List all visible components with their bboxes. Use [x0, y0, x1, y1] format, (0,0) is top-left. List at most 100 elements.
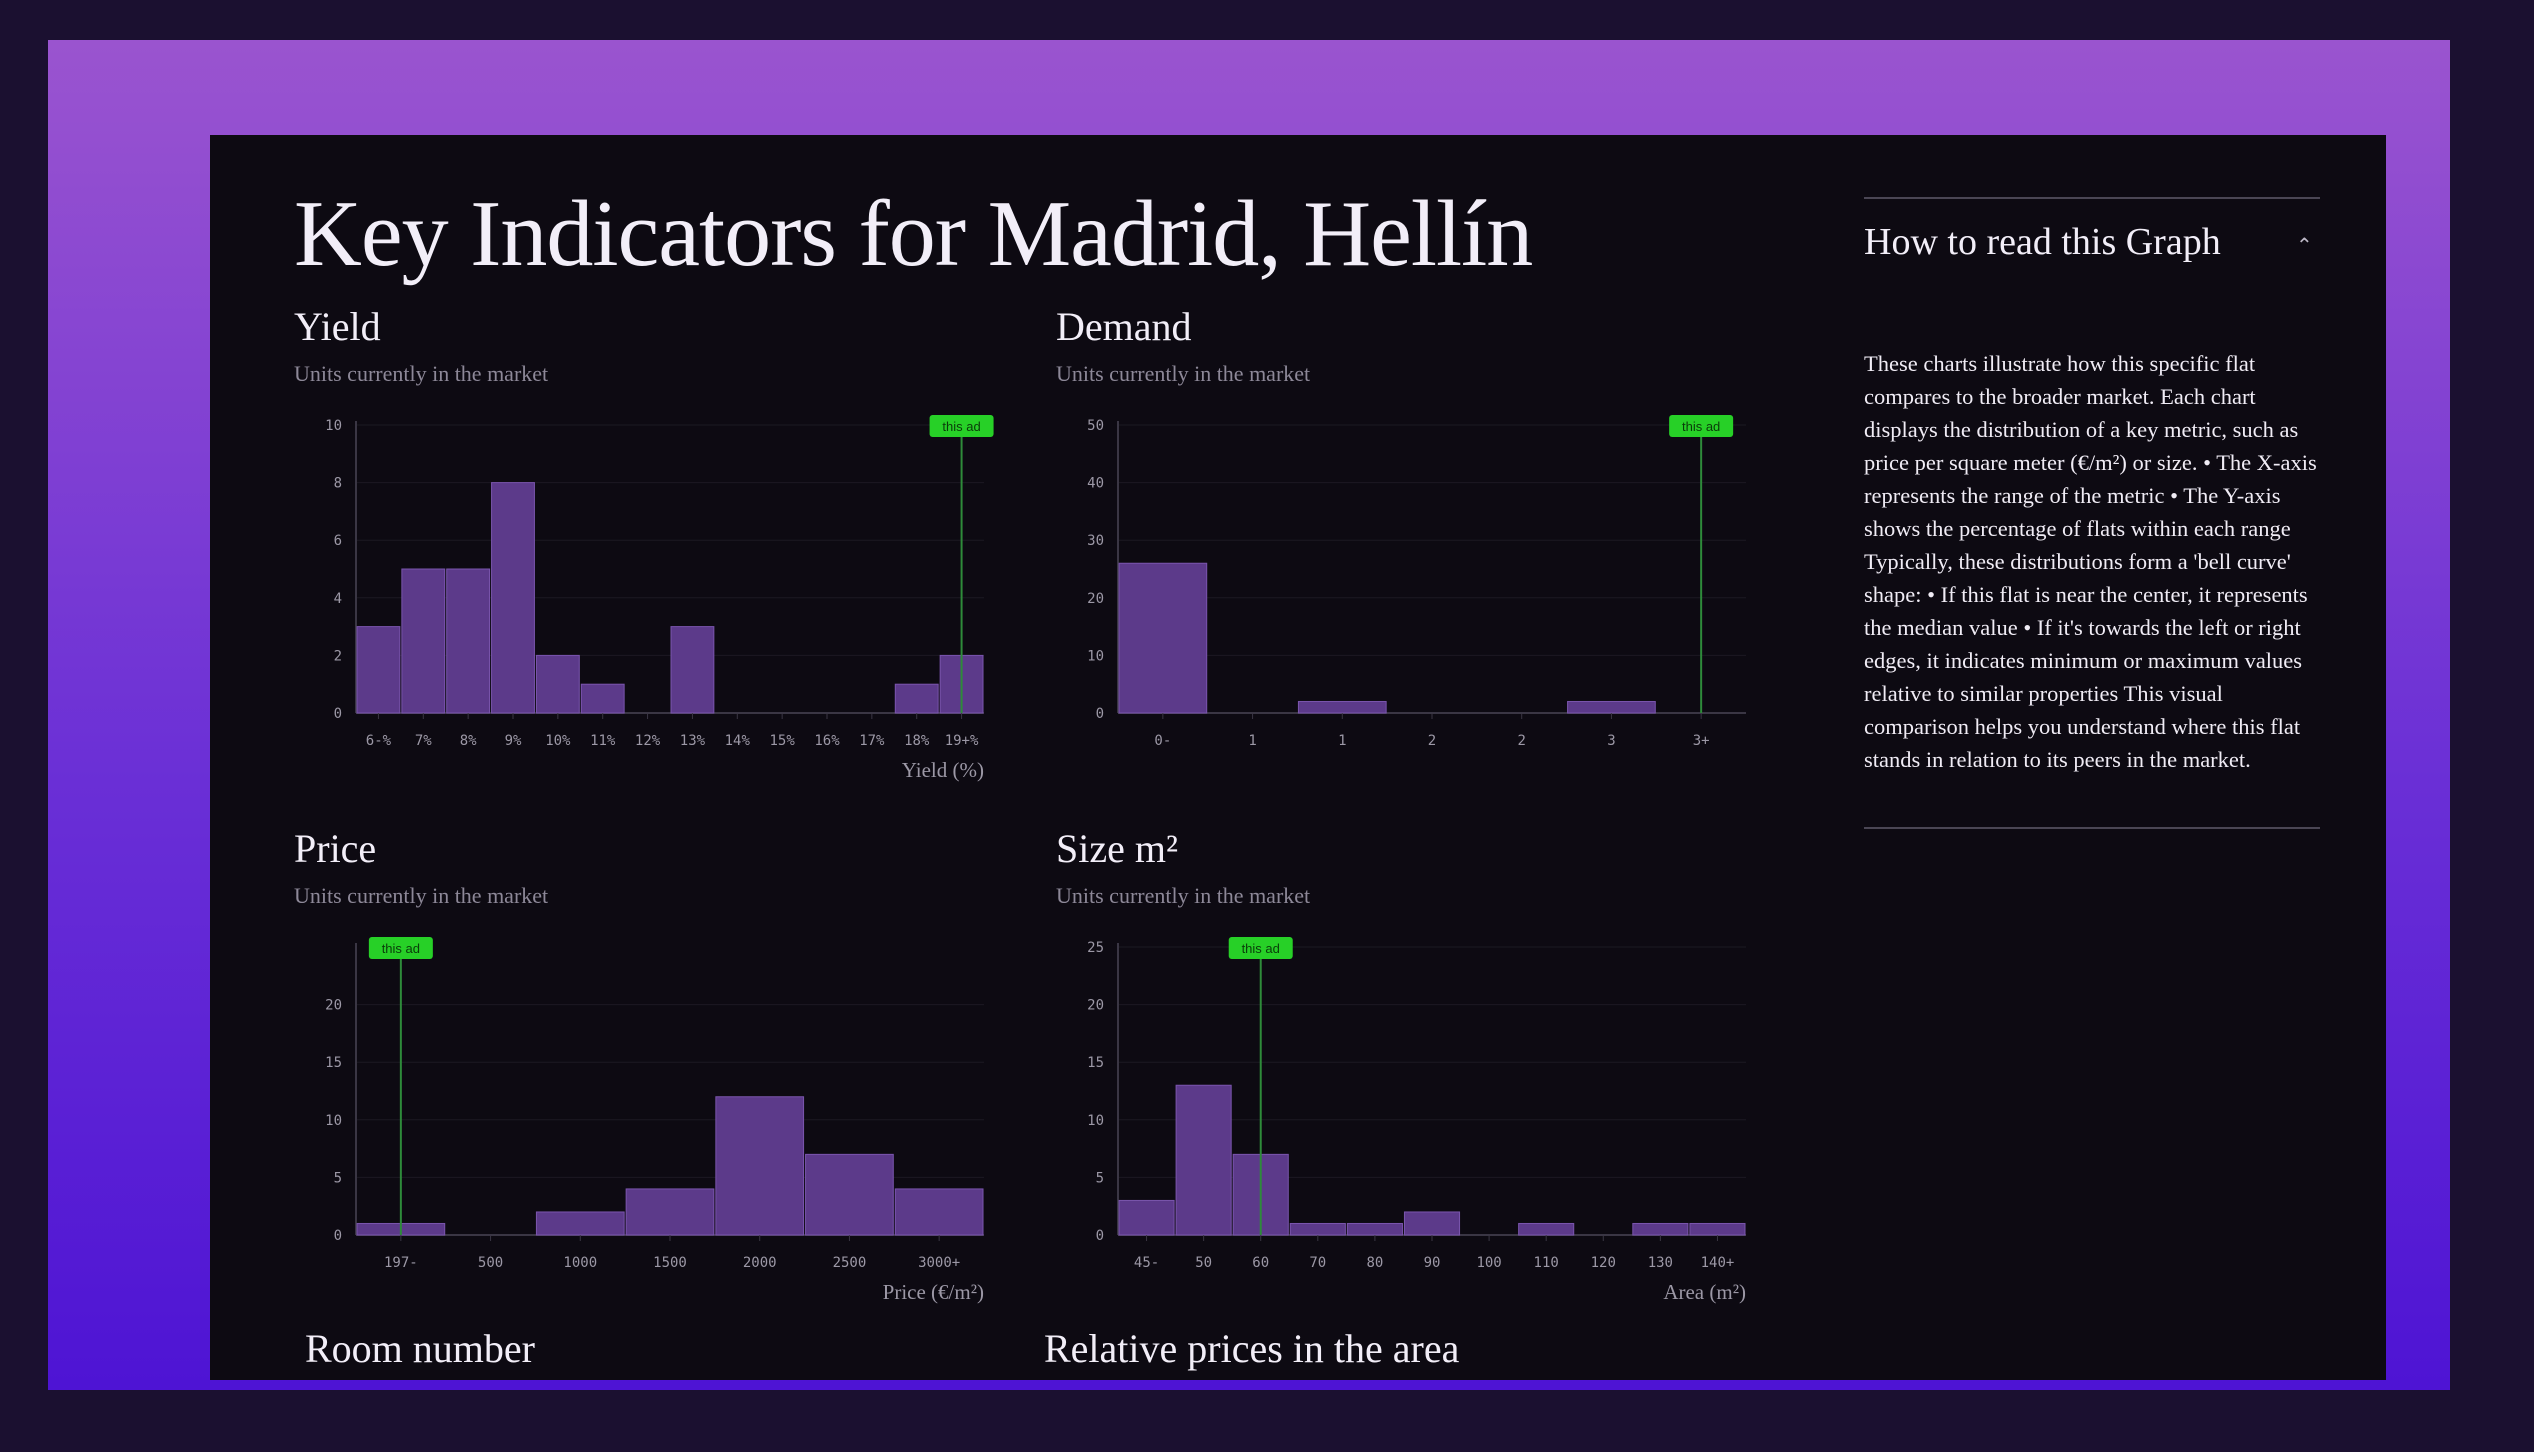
info-title[interactable]: How to read this Graph: [1864, 221, 2221, 263]
demand-chart-title: Demand: [1056, 304, 1192, 349]
y-tick-label: 15: [325, 1055, 342, 1071]
x-tick-label: 50: [1195, 1255, 1212, 1271]
y-tick-label: 10: [1087, 1113, 1104, 1129]
x-tick-label: 0-: [1154, 733, 1171, 749]
x-tick-label: 2: [1428, 733, 1436, 749]
bar: [894, 1188, 984, 1236]
y-tick-label: 10: [325, 1113, 342, 1129]
bar: [1297, 700, 1387, 714]
bar: [1346, 1222, 1403, 1236]
x-tick-label: 80: [1366, 1255, 1383, 1271]
demand-chart[interactable]: 0 10 20 30 40 50 0- 1 1 2 2 3 3+ this ad: [1056, 413, 1766, 793]
x-tick-label: 140+: [1701, 1255, 1735, 1271]
x-tick-label: 6-%: [366, 733, 392, 749]
y-tick-label: 0: [334, 706, 342, 722]
y-tick-label: 10: [325, 418, 342, 434]
x-axis-label: Yield (%): [902, 758, 984, 782]
x-tick-label: 19+%: [945, 733, 979, 749]
x-tick-label: 100: [1476, 1255, 1501, 1271]
x-tick-label: 1: [1338, 733, 1346, 749]
yield-chart-title: Yield: [294, 304, 381, 349]
y-tick-label: 20: [325, 998, 342, 1014]
y-tick-label: 30: [1087, 533, 1104, 549]
x-tick-label: 9%: [505, 733, 522, 749]
x-tick-label: 45-: [1134, 1255, 1159, 1271]
this-ad-badge-label: this ad: [1682, 419, 1720, 434]
x-tick-label: 1: [1248, 733, 1256, 749]
room-number-heading: Room number: [305, 1326, 535, 1371]
x-tick-label: 16%: [814, 733, 840, 749]
x-tick-label: 12%: [635, 733, 661, 749]
bar: [1175, 1084, 1232, 1236]
y-tick-label: 50: [1087, 418, 1104, 434]
x-tick-label: 13%: [680, 733, 706, 749]
this-ad-badge: [1669, 415, 1734, 437]
bar: [1289, 1222, 1346, 1236]
y-tick-label: 20: [1087, 998, 1104, 1014]
demand-chart-subtitle: Units currently in the market: [1056, 361, 1311, 386]
this-ad-badge-label: this ad: [942, 419, 980, 434]
x-tick-label: 3000+: [918, 1255, 960, 1271]
bar: [715, 1096, 805, 1236]
x-tick-label: 500: [478, 1255, 503, 1271]
x-tick-label: 11%: [590, 733, 616, 749]
this-ad-badge: [368, 937, 433, 959]
info-divider-top: [1864, 197, 2320, 199]
this-ad-badge-label: this ad: [382, 941, 420, 956]
bar: [446, 568, 491, 714]
bar: [401, 568, 446, 714]
y-tick-label: 40: [1087, 476, 1104, 492]
x-tick-label: 120: [1591, 1255, 1616, 1271]
bar: [535, 1211, 625, 1236]
x-tick-label: 70: [1309, 1255, 1326, 1271]
bar: [625, 1188, 715, 1236]
bar: [1567, 700, 1656, 714]
yield-chart[interactable]: 0 2 4 6 8 10 6-% 7% 8% 9% 10% 11% 12% 13% 14% 15% 16% 17%…: [294, 413, 1004, 793]
x-tick-label: 18%: [904, 733, 930, 749]
y-tick-label: 2: [334, 648, 342, 664]
chevron-up-icon[interactable]: ⌃: [2296, 233, 2313, 257]
x-tick-label: 2: [1517, 733, 1525, 749]
bar: [1518, 1222, 1575, 1236]
y-tick-label: 4: [334, 591, 342, 607]
size-chart[interactable]: 0 5 10 15 20 25 45- 50 60 70 80 90 100 110 120 130 140+ t…: [1056, 935, 1766, 1315]
x-tick-label: 90: [1424, 1255, 1441, 1271]
bar: [491, 482, 535, 714]
bar: [1118, 562, 1208, 714]
y-tick-label: 10: [1087, 648, 1104, 664]
y-tick-label: 8: [334, 476, 342, 492]
gradient-frame: Key Indicators for Madrid, Hellín Yield …: [48, 40, 2450, 1390]
y-tick-label: 5: [334, 1170, 342, 1186]
relative-prices-heading: Relative prices in the area: [1044, 1326, 1460, 1371]
x-tick-label: 7%: [415, 733, 432, 749]
x-tick-label: 130: [1648, 1255, 1673, 1271]
y-tick-label: 25: [1087, 940, 1104, 956]
y-tick-label: 0: [1096, 706, 1104, 722]
bar: [1403, 1211, 1461, 1236]
y-tick-label: 5: [1096, 1170, 1104, 1186]
price-chart[interactable]: 0 5 10 15 20 197- 500 1000 1500 2000 2500 3000+ this…: [294, 935, 1004, 1315]
bar: [1118, 1199, 1175, 1236]
y-tick-label: 6: [334, 533, 342, 549]
x-tick-label: 110: [1534, 1255, 1559, 1271]
x-tick-label: 17%: [859, 733, 885, 749]
bar: [535, 654, 580, 714]
this-ad-badge-label: this ad: [1242, 941, 1280, 956]
x-tick-label: 1000: [563, 1255, 597, 1271]
this-ad-badge: [1228, 937, 1293, 959]
y-tick-label: 0: [1096, 1228, 1104, 1244]
x-tick-label: 14%: [725, 733, 751, 749]
bar: [805, 1153, 894, 1236]
x-tick-label: 2500: [833, 1255, 867, 1271]
y-tick-label: 0: [334, 1228, 342, 1244]
x-tick-label: 197-: [384, 1255, 418, 1271]
x-tick-label: 2000: [743, 1255, 777, 1271]
bar: [894, 683, 939, 714]
size-chart-subtitle: Units currently in the market: [1056, 883, 1311, 908]
bar: [356, 626, 401, 714]
x-tick-label: 1500: [653, 1255, 687, 1271]
info-divider-bottom: [1864, 827, 2320, 829]
x-tick-label: 3: [1607, 733, 1615, 749]
bar: [580, 683, 625, 714]
this-ad-badge: [929, 415, 994, 437]
